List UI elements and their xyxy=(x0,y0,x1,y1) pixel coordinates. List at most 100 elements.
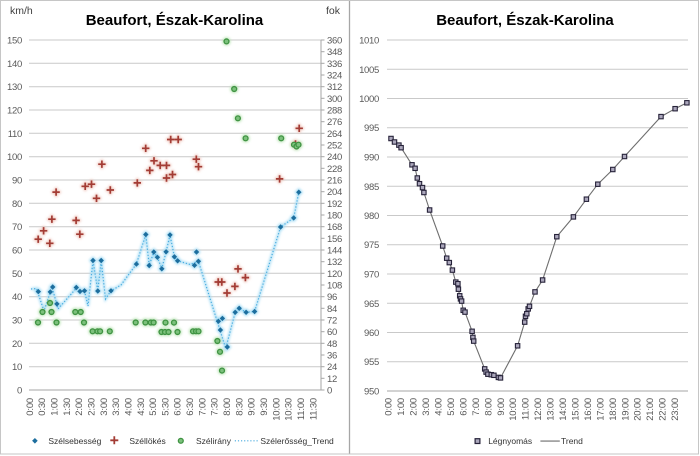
svg-text:21:00: 21:00 xyxy=(645,398,656,421)
svg-text:Beaufort, Észak-Karolina: Beaufort, Észak-Karolina xyxy=(86,12,264,29)
svg-text:12:00: 12:00 xyxy=(533,398,544,421)
svg-text:276: 276 xyxy=(327,117,342,128)
svg-text:20:00: 20:00 xyxy=(633,398,644,421)
svg-text:14:00: 14:00 xyxy=(558,398,569,421)
svg-text:4:00: 4:00 xyxy=(123,398,134,416)
svg-text:0:30: 0:30 xyxy=(37,398,48,416)
svg-text:Szélirány: Szélirány xyxy=(196,436,232,446)
svg-text:995: 995 xyxy=(364,123,379,134)
svg-text:3:00: 3:00 xyxy=(421,398,432,416)
svg-text:50: 50 xyxy=(12,269,22,280)
svg-text:140: 140 xyxy=(7,59,22,70)
svg-text:960: 960 xyxy=(364,328,379,339)
svg-text:20: 20 xyxy=(12,339,22,350)
svg-text:228: 228 xyxy=(327,164,342,175)
svg-text:156: 156 xyxy=(327,234,342,245)
svg-text:252: 252 xyxy=(327,141,342,152)
svg-text:5:00: 5:00 xyxy=(148,398,159,416)
svg-text:180: 180 xyxy=(327,211,342,222)
svg-text:84: 84 xyxy=(327,304,337,315)
svg-text:8:30: 8:30 xyxy=(234,398,245,416)
svg-text:312: 312 xyxy=(327,82,342,93)
svg-text:955: 955 xyxy=(364,357,379,368)
svg-text:8:00: 8:00 xyxy=(222,398,233,416)
svg-text:6:30: 6:30 xyxy=(185,398,196,416)
svg-text:10:00: 10:00 xyxy=(271,398,282,421)
svg-text:13:00: 13:00 xyxy=(546,398,557,421)
svg-text:1010: 1010 xyxy=(359,36,379,47)
svg-text:10:30: 10:30 xyxy=(284,398,295,421)
svg-text:975: 975 xyxy=(364,240,379,251)
svg-text:204: 204 xyxy=(327,187,342,198)
svg-text:192: 192 xyxy=(327,199,342,210)
svg-text:970: 970 xyxy=(364,270,379,281)
svg-text:240: 240 xyxy=(327,152,342,163)
svg-text:288: 288 xyxy=(327,106,342,117)
svg-text:100: 100 xyxy=(7,152,22,163)
svg-text:336: 336 xyxy=(327,59,342,70)
svg-text:36: 36 xyxy=(327,351,337,362)
svg-text:980: 980 xyxy=(364,211,379,222)
svg-text:fok: fok xyxy=(326,5,341,17)
svg-text:0: 0 xyxy=(327,386,332,397)
svg-text:990: 990 xyxy=(364,153,379,164)
svg-text:130: 130 xyxy=(7,82,22,93)
svg-text:1:00: 1:00 xyxy=(396,398,407,416)
svg-text:18:00: 18:00 xyxy=(608,398,619,421)
svg-text:Szélerősség_Trend: Szélerősség_Trend xyxy=(260,436,334,446)
svg-text:70: 70 xyxy=(12,222,22,233)
svg-text:12: 12 xyxy=(327,374,337,385)
svg-text:Szélsebesség: Szélsebesség xyxy=(48,436,101,446)
svg-text:7:30: 7:30 xyxy=(210,398,221,416)
svg-text:300: 300 xyxy=(327,94,342,105)
svg-text:132: 132 xyxy=(327,257,342,268)
svg-text:60: 60 xyxy=(327,327,337,338)
svg-text:10: 10 xyxy=(12,362,22,373)
svg-text:10:00: 10:00 xyxy=(508,398,519,421)
svg-text:30: 30 xyxy=(12,316,22,327)
svg-text:60: 60 xyxy=(12,246,22,257)
svg-text:6:00: 6:00 xyxy=(173,398,184,416)
svg-text:17:00: 17:00 xyxy=(595,398,606,421)
svg-text:4:00: 4:00 xyxy=(434,398,445,416)
svg-text:950: 950 xyxy=(364,387,379,398)
svg-text:40: 40 xyxy=(12,292,22,303)
svg-text:985: 985 xyxy=(364,182,379,193)
svg-text:1005: 1005 xyxy=(359,65,379,76)
svg-text:3:00: 3:00 xyxy=(99,398,110,416)
svg-text:150: 150 xyxy=(7,36,22,47)
svg-text:1000: 1000 xyxy=(359,94,379,105)
svg-text:Széllökés: Széllökés xyxy=(129,436,165,446)
svg-text:80: 80 xyxy=(12,199,22,210)
svg-text:7:00: 7:00 xyxy=(197,398,208,416)
svg-text:120: 120 xyxy=(327,269,342,280)
svg-text:22:00: 22:00 xyxy=(658,398,669,421)
svg-text:216: 216 xyxy=(327,176,342,187)
svg-text:7:00: 7:00 xyxy=(471,398,482,416)
svg-text:23:00: 23:00 xyxy=(670,398,681,421)
svg-text:965: 965 xyxy=(364,299,379,310)
svg-text:144: 144 xyxy=(327,246,342,257)
svg-text:0: 0 xyxy=(17,386,22,397)
svg-text:6:00: 6:00 xyxy=(458,398,469,416)
svg-text:4:30: 4:30 xyxy=(136,398,147,416)
svg-text:48: 48 xyxy=(327,339,337,350)
svg-text:km/h: km/h xyxy=(10,5,33,17)
svg-text:Légnyomás: Légnyomás xyxy=(488,436,532,446)
svg-text:264: 264 xyxy=(327,129,342,140)
svg-text:19:00: 19:00 xyxy=(620,398,631,421)
svg-text:11:00: 11:00 xyxy=(521,398,532,420)
svg-text:2:00: 2:00 xyxy=(409,398,420,416)
svg-text:5:30: 5:30 xyxy=(160,398,171,416)
svg-text:9:00: 9:00 xyxy=(247,398,258,416)
svg-text:90: 90 xyxy=(12,176,22,187)
svg-text:96: 96 xyxy=(327,292,337,303)
svg-text:15:00: 15:00 xyxy=(570,398,581,421)
svg-text:360: 360 xyxy=(327,36,342,47)
svg-text:2:30: 2:30 xyxy=(87,398,98,416)
svg-text:110: 110 xyxy=(8,129,22,140)
svg-text:9:30: 9:30 xyxy=(259,398,270,416)
svg-text:324: 324 xyxy=(327,71,342,82)
svg-text:168: 168 xyxy=(327,222,342,233)
svg-text:1:30: 1:30 xyxy=(62,398,73,416)
